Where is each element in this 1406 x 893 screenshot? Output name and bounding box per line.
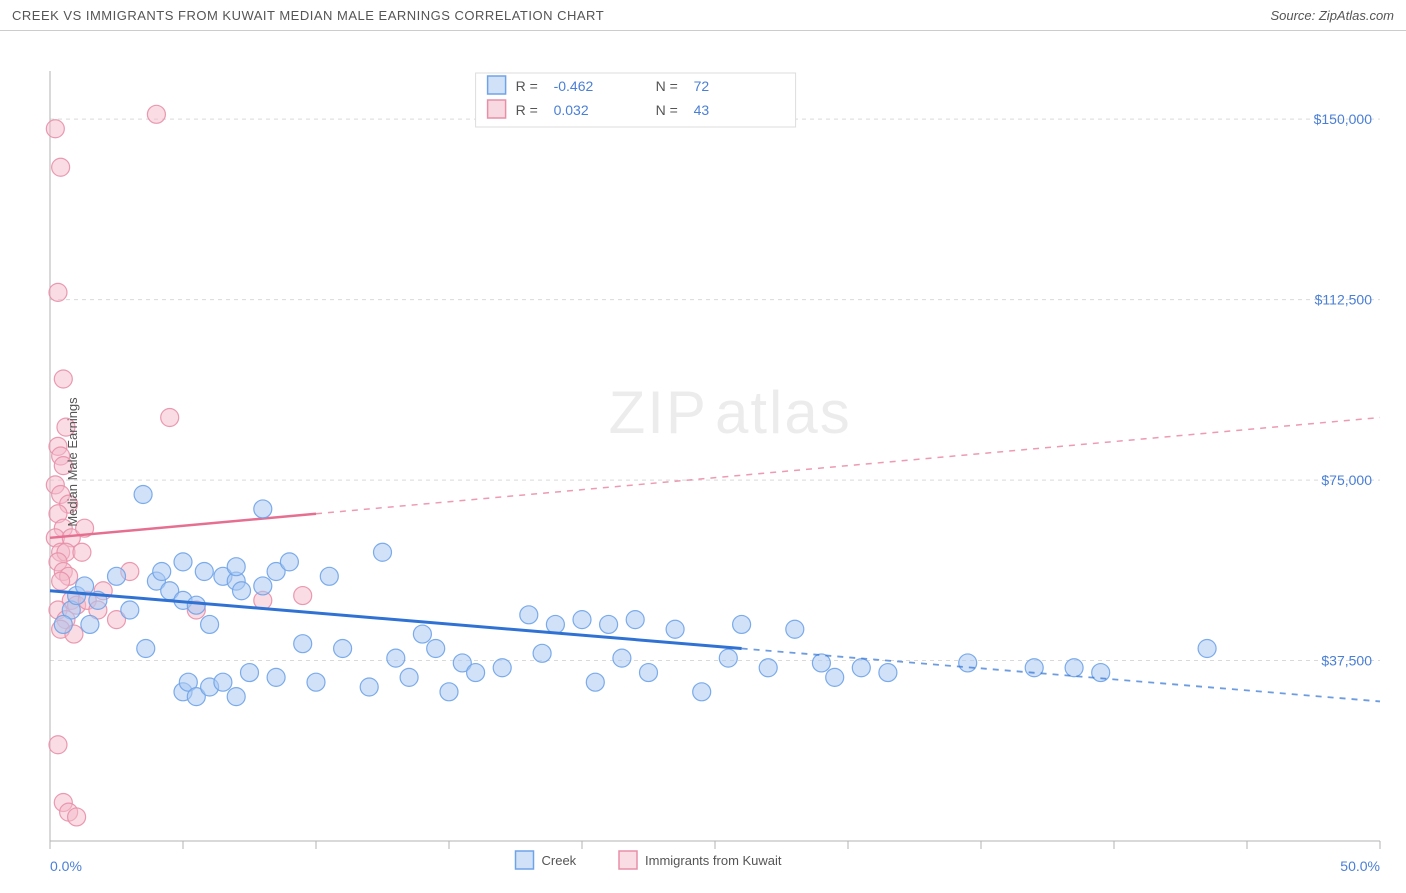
creek-point [640,664,658,682]
creek-point [400,668,418,686]
creek-point [427,640,445,658]
creek-point [626,611,644,629]
kuwait-point [54,370,72,388]
svg-text:atlas: atlas [715,379,852,446]
creek-point [693,683,711,701]
legend-swatch-kuwait [488,100,506,118]
creek-point [440,683,458,701]
creek-point [121,601,139,619]
kuwait-point [52,572,70,590]
chart-title: CREEK VS IMMIGRANTS FROM KUWAIT MEDIAN M… [12,8,604,23]
creek-point [187,596,205,614]
creek-point [467,664,485,682]
chart-svg: $37,500 $75,000 $112,500 $150,000 0.0% 50.0% Z… [0,31,1406,893]
creek-point [759,659,777,677]
kuwait-point [49,283,67,301]
creek-point [959,654,977,672]
creek-point [320,567,338,585]
creek-point [280,553,298,571]
x-max-label: 50.0% [1340,858,1380,874]
legend-n-label: N = [656,78,678,94]
title-bar: CREEK VS IMMIGRANTS FROM KUWAIT MEDIAN M… [0,0,1406,31]
creek-point [719,649,737,667]
creek-point [307,673,325,691]
creek-point [134,486,152,504]
creek-point [573,611,591,629]
creek-point [334,640,352,658]
y-tick-label: $75,000 [1321,472,1372,488]
creek-point [174,553,192,571]
y-tick-label: $112,500 [1315,292,1373,308]
creek-point [1065,659,1083,677]
creek-point [233,582,251,600]
svg-text:ZIP: ZIP [609,379,708,446]
creek-point [666,620,684,638]
bottom-legend-label-creek: Creek [542,853,577,868]
creek-point [54,615,72,633]
creek-point [227,558,245,576]
watermark: ZIPatlas [609,379,852,446]
source-label: Source: ZipAtlas.com [1270,8,1394,23]
kuwait-point [68,808,86,826]
kuwait-point [147,105,165,123]
creek-point [546,615,564,633]
creek-point [81,615,99,633]
creek-point [812,654,830,672]
creek-point [374,543,392,561]
legend-n-value-kuwait: 43 [694,102,710,118]
creek-point [600,615,618,633]
y-tick-label: $150,000 [1314,111,1373,127]
bottom-swatch-kuwait [619,851,637,869]
creek-point [852,659,870,677]
kuwait-point [52,158,70,176]
kuwait-point [294,587,312,605]
kuwait-point [46,120,64,138]
creek-point [533,644,551,662]
creek-point [267,668,285,686]
creek-point [201,615,219,633]
chart-container: Median Male Earnings $37,500 $75,000 $112,… [0,31,1406,893]
creek-point [387,649,405,667]
creek-point [613,649,631,667]
creek-point [1198,640,1216,658]
legend-swatch-creek [488,76,506,94]
creek-point [137,640,155,658]
creek-point [826,668,844,686]
kuwait-point [73,543,91,561]
bottom-legend-label-kuwait: Immigrants from Kuwait [645,853,782,868]
legend-r-value-creek: -0.462 [554,78,594,94]
legend-r-label: R = [516,78,538,94]
legend-r-value-kuwait: 0.032 [554,102,589,118]
creek-point [493,659,511,677]
creek-point [214,673,232,691]
legend-n-label: N = [656,102,678,118]
creek-point [1025,659,1043,677]
creek-point [413,625,431,643]
legend-r-label: R = [516,102,538,118]
kuwait-point [161,409,179,427]
creek-point [227,688,245,706]
bottom-swatch-creek [516,851,534,869]
creek-point [254,500,272,518]
creek-point [108,567,126,585]
creek-point [153,563,171,581]
creek-point [520,606,538,624]
y-axis-label: Median Male Earnings [65,397,80,526]
kuwait-point [49,736,67,754]
creek-point [733,615,751,633]
creek-point [294,635,312,653]
creek-point [254,577,272,595]
x-min-label: 0.0% [50,858,82,874]
creek-point [241,664,259,682]
creek-point [586,673,604,691]
creek-point [879,664,897,682]
y-tick-label: $37,500 [1321,653,1372,669]
creek-point [195,563,213,581]
creek-point [360,678,378,696]
creek-point [786,620,804,638]
legend-n-value-creek: 72 [694,78,710,94]
